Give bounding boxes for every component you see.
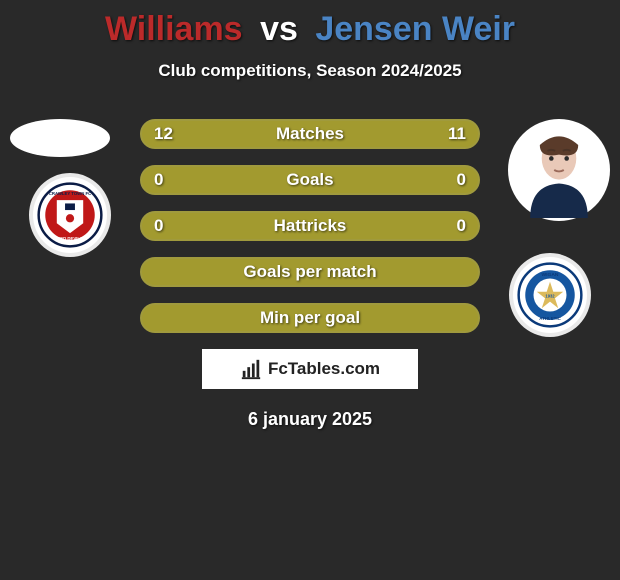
page-title: Williams vs Jensen Weir <box>0 0 620 49</box>
source-logo: FcTables.com <box>202 349 418 389</box>
player1-name: Williams <box>105 10 243 48</box>
svg-text:1932: 1932 <box>545 293 555 298</box>
player1-club-badge: CRAWLEY TOWN FC RED DEVILS <box>29 173 111 257</box>
stat-bar: 0 Hattricks 0 <box>140 211 480 241</box>
stat-right-value: 0 <box>457 216 466 236</box>
stat-bar: Min per goal <box>140 303 480 333</box>
comparison-stage: CRAWLEY TOWN FC RED DEVILS WIGAN ATHLETI… <box>0 101 620 430</box>
svg-text:ATHLETIC: ATHLETIC <box>539 316 561 321</box>
stat-label: Goals per match <box>243 262 376 282</box>
vs-label: vs <box>260 10 298 48</box>
subtitle: Club competitions, Season 2024/2025 <box>0 61 620 81</box>
player2-avatar <box>508 119 610 221</box>
svg-text:WIGAN: WIGAN <box>541 272 558 278</box>
player2-name: Jensen Weir <box>315 10 515 48</box>
stat-bars: 12 Matches 11 0 Goals 0 0 Hattricks 0 Go… <box>140 101 480 333</box>
date-label: 6 january 2025 <box>0 409 620 430</box>
stat-label: Matches <box>276 124 344 144</box>
bar-chart-icon <box>240 358 262 380</box>
stat-label: Goals <box>286 170 333 190</box>
svg-text:CRAWLEY TOWN FC: CRAWLEY TOWN FC <box>49 191 91 196</box>
stat-bar: 12 Matches 11 <box>140 119 480 149</box>
stat-left-value: 0 <box>154 170 163 190</box>
stat-right-value: 0 <box>457 170 466 190</box>
player1-avatar <box>10 119 110 157</box>
stat-label: Hattricks <box>274 216 347 236</box>
source-label: FcTables.com <box>268 359 380 379</box>
svg-text:RED DEVILS: RED DEVILS <box>57 236 83 241</box>
stat-bar: Goals per match <box>140 257 480 287</box>
stat-left-value: 0 <box>154 216 163 236</box>
stat-left-value: 12 <box>154 124 173 144</box>
stat-right-value: 11 <box>448 124 466 144</box>
stat-label: Min per goal <box>260 308 360 328</box>
stat-bar: 0 Goals 0 <box>140 165 480 195</box>
player2-club-badge: WIGAN ATHLETIC 1932 <box>509 253 591 337</box>
